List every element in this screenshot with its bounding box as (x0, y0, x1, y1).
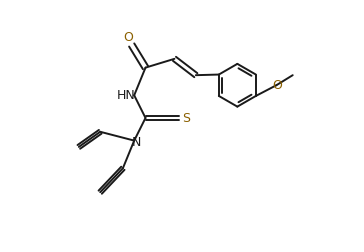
Text: HN: HN (117, 88, 135, 101)
Text: S: S (182, 111, 190, 124)
Text: N: N (132, 135, 141, 148)
Text: O: O (123, 30, 133, 44)
Text: O: O (273, 79, 282, 92)
